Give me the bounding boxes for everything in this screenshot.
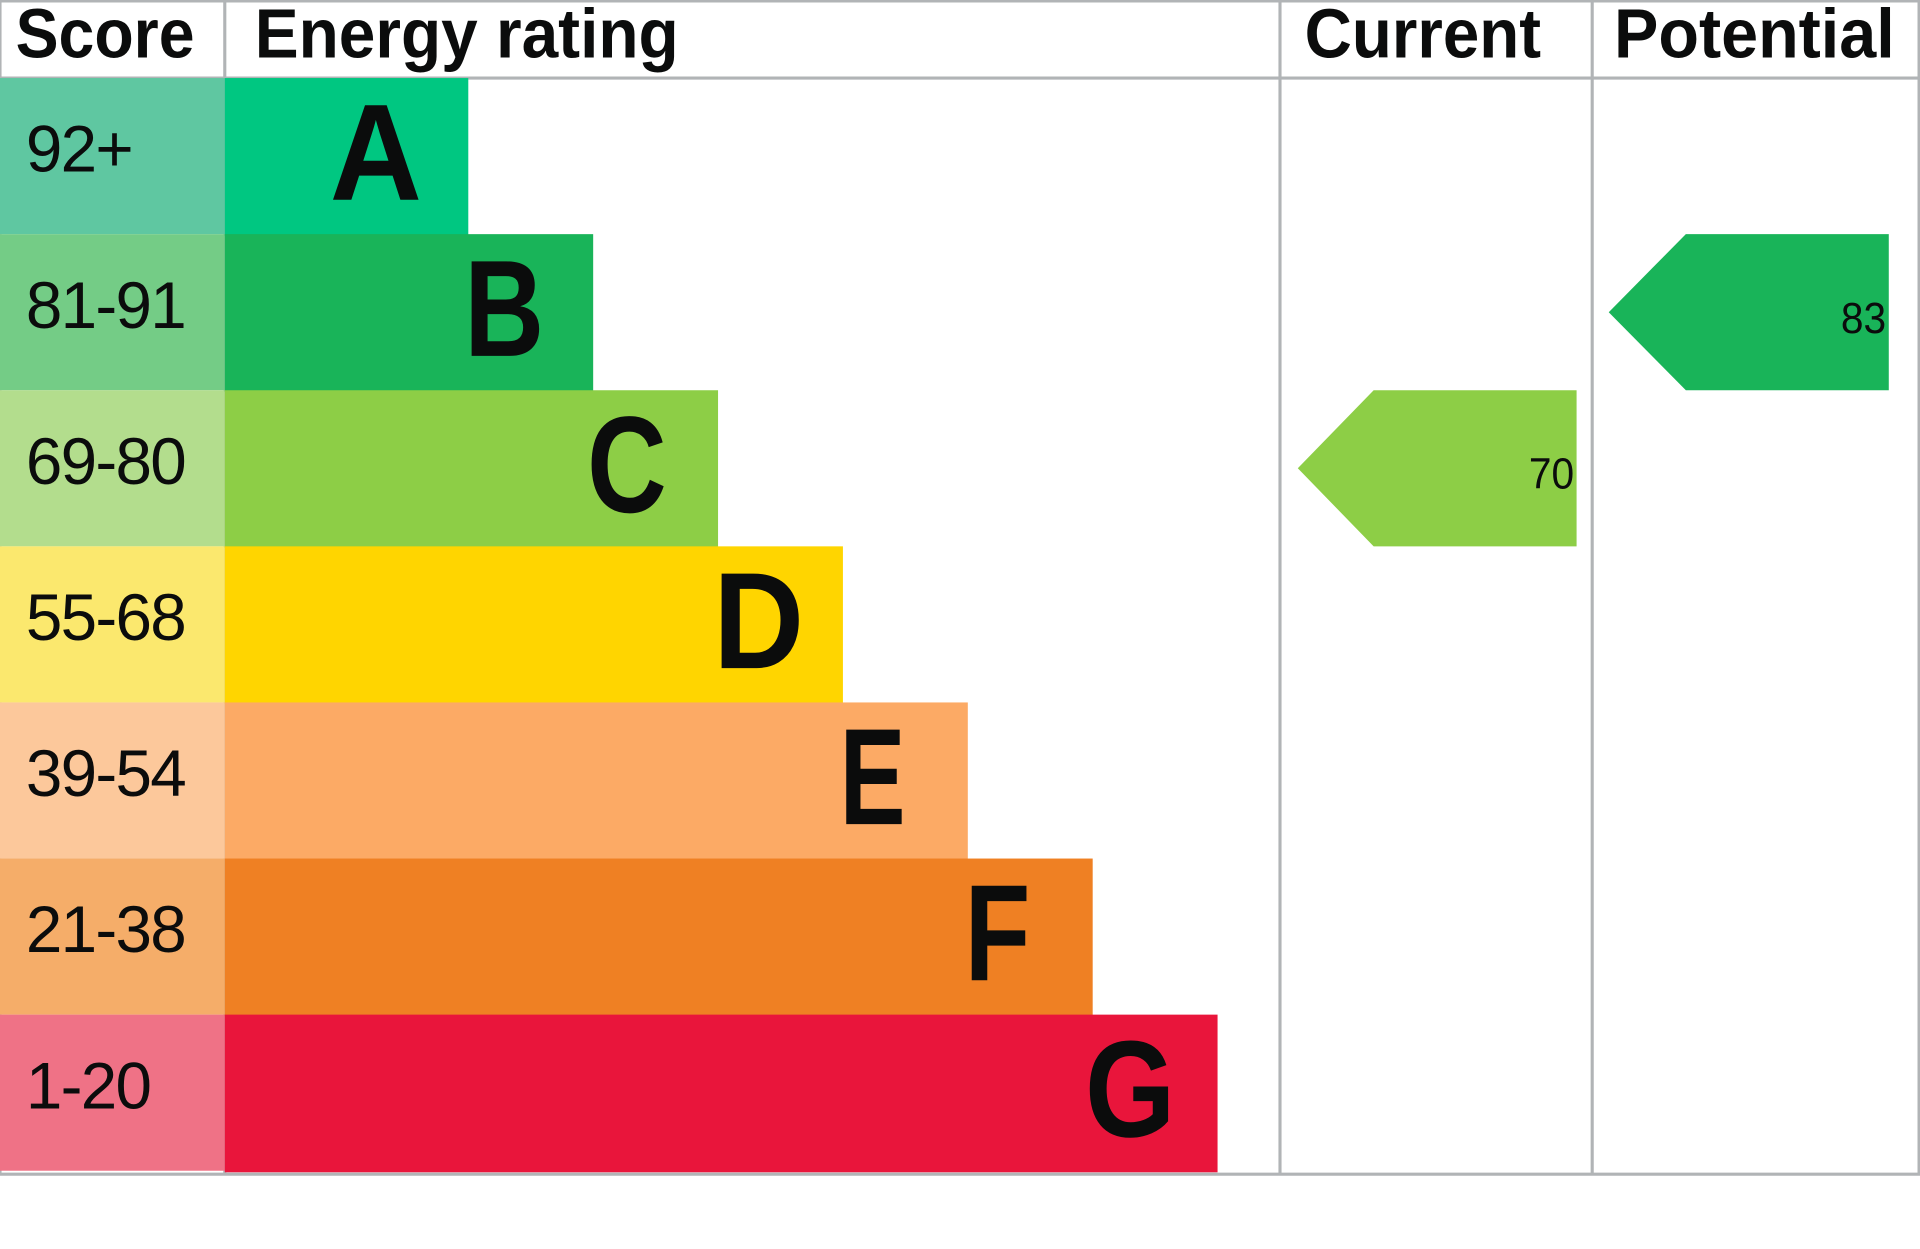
svg-text:F: F bbox=[965, 857, 1031, 1010]
svg-text:39-54: 39-54 bbox=[26, 737, 185, 810]
svg-text:21-38: 21-38 bbox=[26, 893, 185, 966]
svg-text:92+: 92+ bbox=[26, 113, 132, 186]
svg-text:G: G bbox=[1085, 1013, 1175, 1166]
svg-text:B: B bbox=[464, 233, 544, 386]
svg-text:Energy rating: Energy rating bbox=[255, 0, 679, 72]
svg-text:Current: Current bbox=[1305, 0, 1541, 72]
svg-text:C: C bbox=[587, 389, 667, 542]
svg-text:1-20: 1-20 bbox=[26, 1049, 150, 1122]
svg-text:Score: Score bbox=[16, 0, 195, 72]
svg-text:A: A bbox=[330, 77, 422, 230]
svg-text:E: E bbox=[840, 701, 906, 854]
svg-text:83: 83 bbox=[1841, 294, 1886, 343]
svg-text:Potential: Potential bbox=[1614, 0, 1895, 72]
svg-text:55-68: 55-68 bbox=[26, 581, 185, 654]
svg-text:81-91: 81-91 bbox=[26, 269, 185, 342]
svg-text:D: D bbox=[713, 545, 804, 698]
svg-text:70: 70 bbox=[1529, 450, 1574, 499]
svg-text:69-80: 69-80 bbox=[26, 425, 185, 498]
